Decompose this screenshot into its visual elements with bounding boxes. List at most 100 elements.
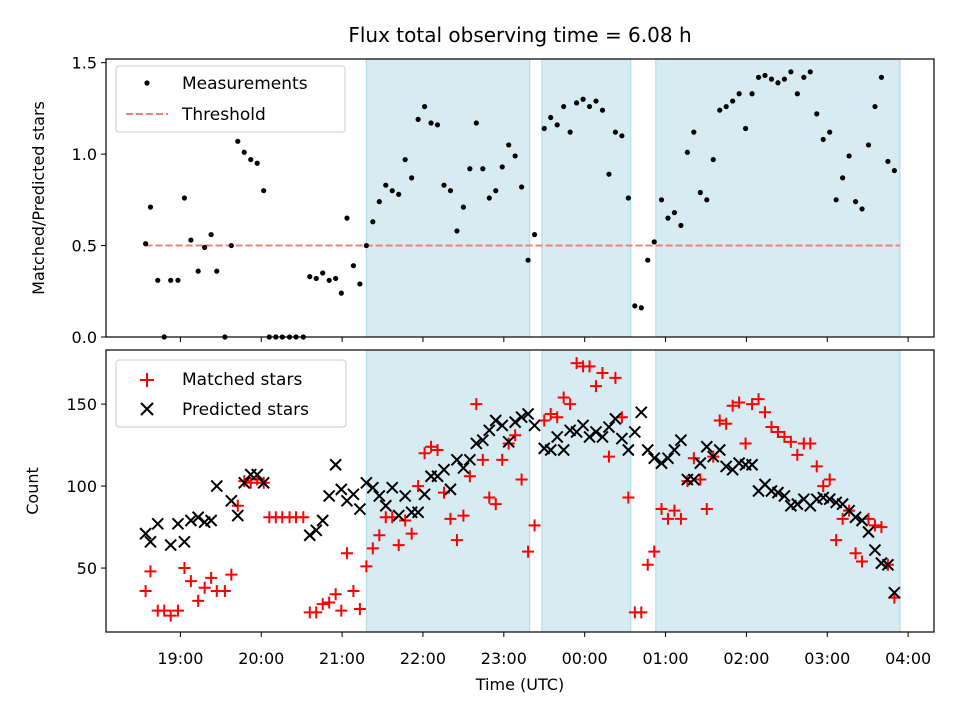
matched-star-point: [483, 491, 496, 504]
bottom-legend: Matched stars Predicted stars: [115, 359, 347, 428]
measurement-point: [665, 215, 671, 221]
matched-star-point: [463, 470, 476, 483]
predicted-star-point: [641, 443, 654, 457]
matched-star-point: [713, 414, 726, 427]
matched-star-point: [778, 430, 791, 443]
measurement-point: [599, 107, 606, 113]
matched-star-point: [720, 417, 733, 430]
predicted-star-point: [888, 586, 901, 599]
predicted-star-point: [238, 476, 251, 490]
predicted-star-point: [609, 412, 622, 426]
matched-star-point: [489, 498, 502, 511]
measurement-point: [202, 244, 208, 250]
measurement-point: [473, 120, 479, 126]
predicted-star-point: [191, 511, 205, 524]
measurement-point: [548, 114, 554, 121]
chart-title: Flux total observing time = 6.08 h: [348, 23, 691, 47]
top-legend-frame: [115, 65, 346, 133]
top-y-tick-label: 1.0: [72, 145, 97, 164]
legend-threshold-label: Threshold: [181, 105, 266, 125]
x-tick-label: 02:00: [723, 649, 769, 668]
measurement-point: [460, 204, 466, 210]
matched-star-point: [771, 425, 784, 438]
matched-star-point: [564, 398, 577, 411]
measurement-point: [612, 129, 619, 135]
measurement-point: [730, 98, 736, 104]
measurement-point: [480, 166, 486, 172]
measurement-point: [188, 237, 194, 243]
measurement-point: [775, 80, 781, 86]
measurement-point: [415, 116, 421, 122]
matched-star-point: [412, 480, 425, 493]
bottom-legend-frame: [115, 359, 347, 428]
matched-star-point: [231, 499, 244, 512]
matched-star-point: [347, 585, 360, 598]
predicted-star-point: [225, 494, 238, 508]
top-panel: 0.0 0.5 1.0 1.5 Matched/Predicted stars Mea…: [29, 54, 935, 347]
matched-star-point: [392, 539, 405, 552]
matched-star-point: [139, 585, 152, 598]
predicted-star-point: [470, 437, 483, 450]
matched-star-point: [340, 547, 353, 560]
predicted-star-point: [521, 407, 535, 421]
predicted-star-point: [687, 473, 701, 486]
predicted-star-point: [310, 524, 323, 537]
matched-star-point: [316, 598, 329, 611]
matched-star-point: [641, 558, 654, 571]
matched-star-point: [522, 545, 535, 558]
matched-star-point: [823, 473, 836, 486]
predicted-star-point: [360, 476, 373, 490]
matched-star-point: [444, 512, 457, 525]
predicted-star-point: [550, 430, 564, 444]
legend-matched-marker: [140, 373, 154, 387]
measurement-point: [175, 277, 181, 283]
predicted-star-point: [674, 433, 688, 447]
x-tick-label: 20:00: [238, 649, 284, 668]
predicted-star-point: [496, 419, 509, 432]
measurement-point: [554, 122, 560, 128]
matched-star-point: [405, 527, 418, 540]
predicted-star-point: [476, 433, 490, 447]
predicted-star-point: [386, 481, 399, 494]
matched-star-point: [496, 453, 509, 466]
matched-star-point: [244, 476, 257, 489]
measurement-point: [625, 195, 631, 201]
matched-star-point: [218, 585, 231, 598]
measurement-point: [357, 281, 363, 287]
measurement-point: [567, 129, 573, 135]
matched-star-point: [431, 444, 444, 457]
measurement-point: [402, 156, 408, 163]
matched-star-point: [817, 480, 830, 493]
matched-star-point: [875, 521, 888, 534]
legend-measurements-label: Measurements: [182, 74, 308, 94]
observing-window-span: [365, 58, 531, 338]
measurement-point: [326, 277, 332, 283]
predicted-star-point: [745, 458, 759, 471]
predicted-star-point: [791, 497, 804, 511]
predicted-star-point: [862, 525, 875, 539]
measurement-point: [710, 156, 716, 163]
predicted-star-point: [483, 424, 496, 437]
matched-star-point: [570, 357, 583, 370]
x-tick-label: 23:00: [481, 649, 527, 668]
x-tick-label: 22:00: [400, 649, 446, 668]
measurement-point: [781, 76, 788, 82]
matched-star-point: [856, 555, 869, 568]
matched-star-point: [425, 440, 438, 453]
measurement-point: [580, 96, 586, 102]
measurement-point: [736, 91, 742, 97]
measurement-point: [241, 149, 247, 155]
predicted-star-point: [257, 476, 270, 490]
matched-star-point: [476, 453, 489, 466]
predicted-star-point: [250, 468, 264, 481]
measurement-point: [181, 195, 188, 201]
predicted-star-point: [411, 506, 425, 519]
predicted-star-point: [661, 452, 675, 465]
measurement-point: [768, 76, 775, 82]
predicted-star-point: [596, 430, 609, 444]
predicted-star-point: [615, 432, 629, 445]
matched-star-point: [726, 399, 739, 412]
matched-star-point: [418, 447, 431, 460]
matched-star-point: [602, 450, 615, 463]
matched-star-point: [515, 473, 528, 486]
